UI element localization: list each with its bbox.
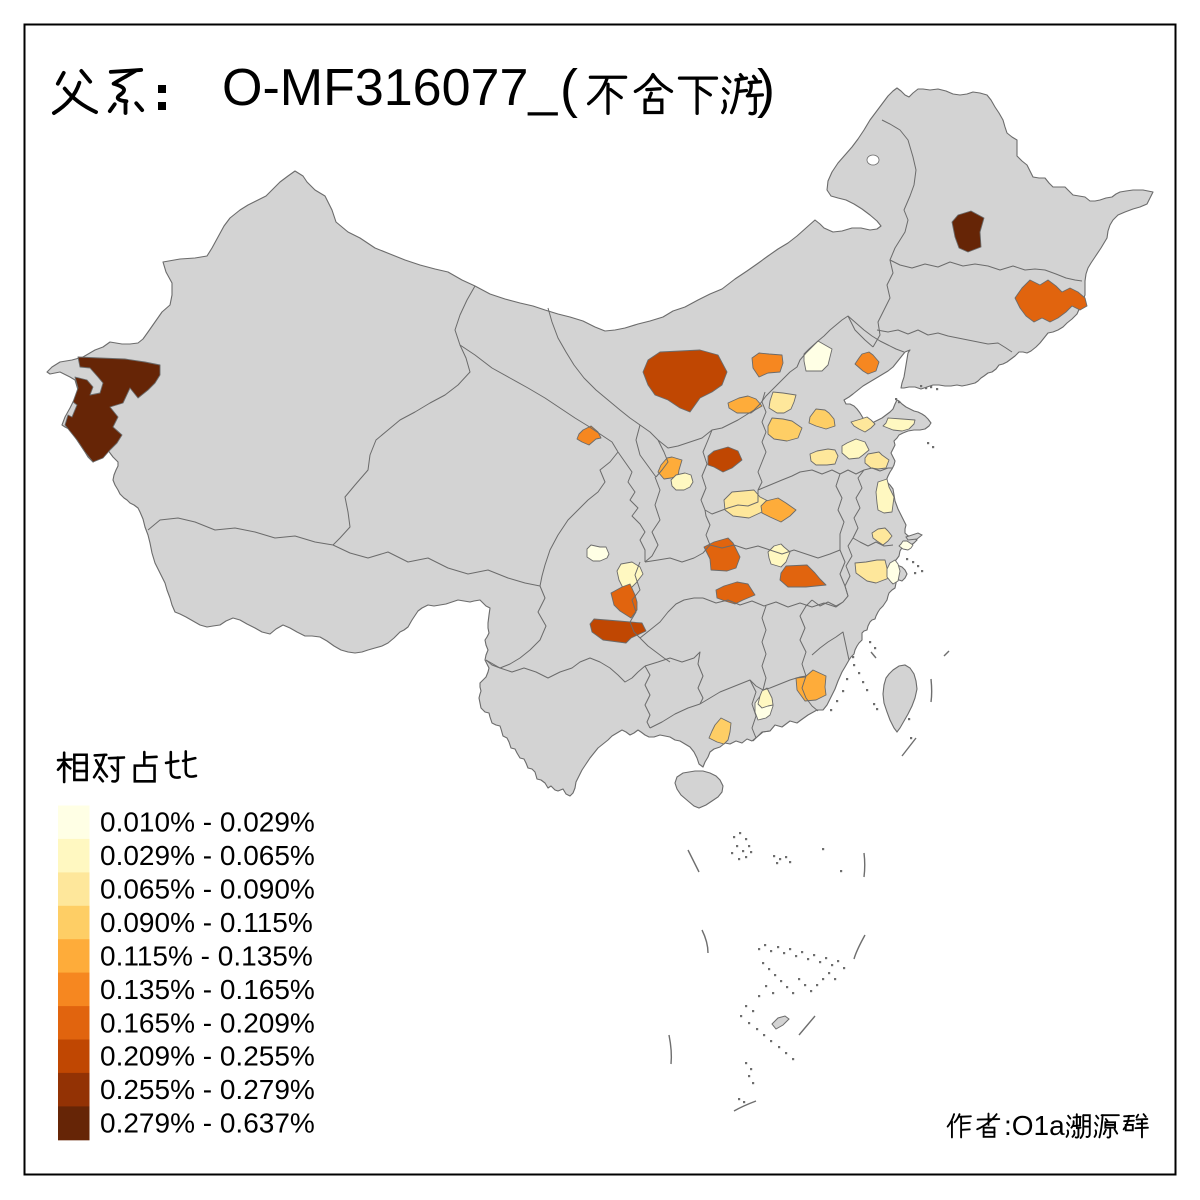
svg-text:0.135% - 0.165%: 0.135% - 0.165% xyxy=(100,974,315,1005)
svg-text:0.065% - 0.090%: 0.065% - 0.090% xyxy=(100,874,315,905)
svg-text:O-MF316077_: O-MF316077_ xyxy=(222,59,558,117)
svg-text:0.010% - 0.029%: 0.010% - 0.029% xyxy=(100,807,315,838)
svg-text:0.029% - 0.065%: 0.029% - 0.065% xyxy=(100,840,315,871)
svg-text:0.165% - 0.209%: 0.165% - 0.209% xyxy=(100,1007,315,1038)
svg-text:0.255% - 0.279%: 0.255% - 0.279% xyxy=(100,1074,315,1105)
svg-text:0.115% - 0.135%: 0.115% - 0.135% xyxy=(100,940,313,971)
svg-text:0.090% - 0.115%: 0.090% - 0.115% xyxy=(100,907,313,938)
svg-text::O1a: :O1a xyxy=(1004,1110,1065,1141)
svg-text:): ) xyxy=(757,59,775,119)
svg-text:(: ( xyxy=(560,59,578,119)
svg-text:0.209% - 0.255%: 0.209% - 0.255% xyxy=(100,1041,315,1072)
svg-text:0.279% - 0.637%: 0.279% - 0.637% xyxy=(100,1108,315,1139)
